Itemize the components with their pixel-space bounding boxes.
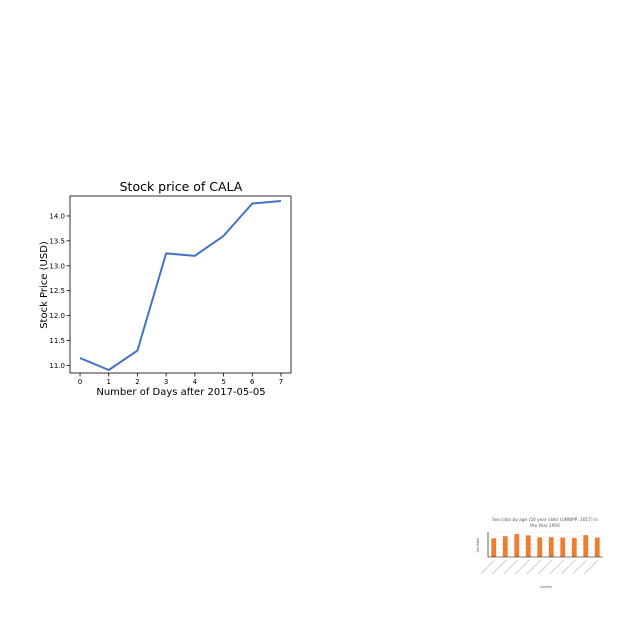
thumb-bar [502,536,508,557]
y-axis-label: Stock Price (USD) [39,241,50,329]
y-tick-label: 11.5 [49,337,65,345]
x-tick-label: 1 [107,378,111,386]
x-tick-label: 0 [78,378,82,386]
x-tick-label: 4 [193,378,198,386]
thumb-bar [548,537,554,557]
y-tick-label: 12.5 [49,287,65,295]
thumb-bars [480,534,600,575]
thumb-y-axis-label: Sex Ratio [476,537,480,552]
thumb-bar [514,534,520,557]
thumb-bar [583,535,589,557]
tick-group: 0 1 2 3 4 5 6 7 11.0 11.5 12.0 12.5 13.0 13.5 14.0 [49,212,283,386]
thumb-title-line-2: the Year 1950 [530,523,560,529]
chart-title: Stock price of CALA [120,179,243,194]
x-tick-label: 7 [279,378,283,386]
x-tick-label: 2 [135,378,139,386]
x-tick-label: 6 [250,378,255,386]
thumb-x-axis-label: Country [540,585,553,589]
thumb-bar [537,537,543,557]
thumbnail-bar-chart: Sex ratio by age (50 year olds) (UNWPP, … [476,517,603,589]
thumb-bar [594,537,600,557]
thumb-category-label [480,559,496,575]
y-tick-label: 13.5 [49,237,65,245]
thumb-category-label [583,559,599,575]
thumb-category-label [526,559,542,575]
thumb-category-label [514,559,530,575]
thumb-category-label [503,559,519,575]
thumb-bar [491,538,497,557]
plot-area [69,195,292,374]
thumb-bar [571,537,577,557]
thumb-bar [525,535,531,557]
thumb-category-label [560,559,576,575]
series-line [79,199,282,372]
x-tick-label: 3 [164,378,168,386]
x-axis-label: Number of Days after 2017-05-05 [96,387,265,398]
thumb-category-label [537,559,553,575]
thumb-category-label [549,559,565,575]
thumb-category-label [572,559,588,575]
y-tick-label: 12.0 [49,312,65,320]
thumb-title-line-1: Sex ratio by age (50 year olds) (UNWPP, … [492,517,598,523]
y-tick-label: 11.0 [49,362,65,370]
thumb-category-label [491,559,507,575]
thumb-bar [560,537,566,557]
x-tick-label: 5 [221,378,225,386]
y-tick-label: 14.0 [49,212,65,220]
y-tick-label: 13.0 [49,262,65,270]
